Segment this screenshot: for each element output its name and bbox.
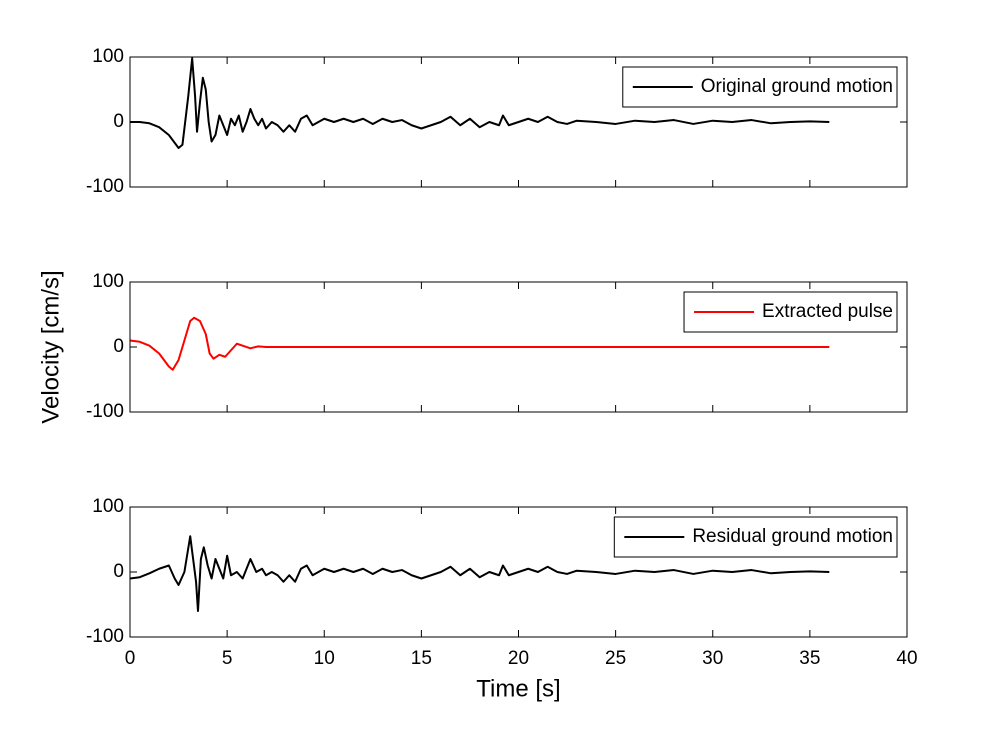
x-tick-label: 40 <box>896 648 917 669</box>
y-tick-label: -100 <box>86 626 124 647</box>
x-tick-label: 20 <box>508 648 529 669</box>
x-tick-label: 5 <box>222 648 233 669</box>
x-tick-label: 25 <box>605 648 626 669</box>
y-tick-label: 100 <box>92 46 124 67</box>
x-tick-label: 15 <box>411 648 432 669</box>
subplot: -100 0 100 Original ground motion <box>86 46 908 197</box>
legend: Residual ground motion <box>613 516 898 558</box>
y-tick-label: 100 <box>92 496 124 517</box>
y-axis-label: Velocity [cm/s] <box>37 270 64 423</box>
legend-label: Extracted pulse <box>762 301 893 322</box>
y-tick-label: -100 <box>86 176 124 197</box>
x-tick-label: 0 <box>125 648 136 669</box>
x-tick-label: 10 <box>314 648 335 669</box>
legend-label: Residual ground motion <box>692 526 893 547</box>
x-axis-label: Time [s] <box>476 675 560 702</box>
series-line <box>129 535 830 612</box>
y-tick-label: 0 <box>113 561 124 582</box>
series-line <box>129 316 830 371</box>
y-tick-label: 0 <box>113 336 124 357</box>
legend-label: Original ground motion <box>701 76 893 97</box>
y-tick-label: -100 <box>86 401 124 422</box>
series-line <box>130 57 830 149</box>
subplot: -100 0 100 Velocity [cm/s] Extracted pulse <box>37 270 908 424</box>
y-tick-label: 0 <box>113 111 124 132</box>
x-tick-label: 35 <box>799 648 820 669</box>
x-tick-label: 30 <box>702 648 723 669</box>
legend: Original ground motion <box>622 66 898 108</box>
legend: Extracted pulse <box>683 291 898 333</box>
y-tick-label: 100 <box>92 271 124 292</box>
